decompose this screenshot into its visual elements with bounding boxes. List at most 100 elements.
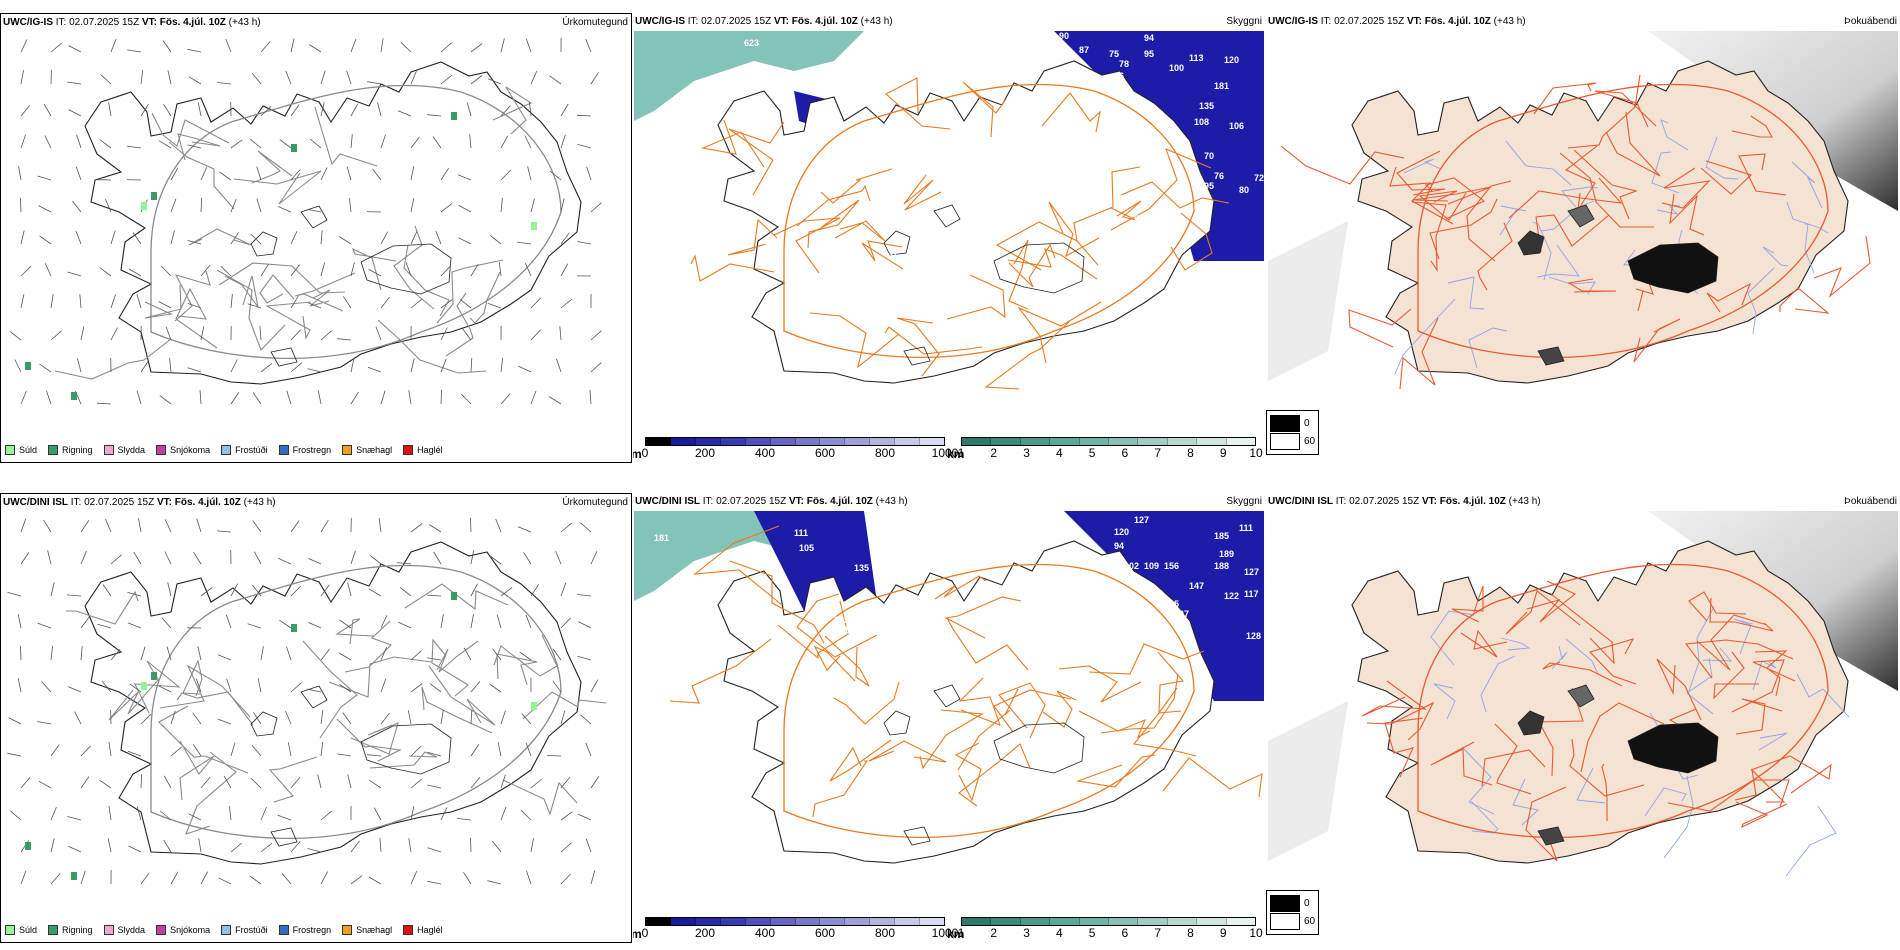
colorbar-segment [1167, 438, 1198, 445]
wind-barb [498, 262, 502, 277]
wind-barb [230, 294, 233, 309]
wind-barb [440, 265, 451, 277]
glacier-fog [1567, 684, 1595, 708]
wind-barb [459, 298, 472, 309]
wind-barb [590, 202, 602, 213]
panel-header: UWC/IG-IS IT: 02.07.2025 15Z VT: Fös. 4.… [1268, 16, 1526, 27]
legend-swatch [156, 925, 167, 935]
wind-barb [518, 365, 532, 373]
glacier-outline [883, 710, 911, 736]
wind-barb [530, 198, 535, 213]
wind-barb [285, 70, 292, 85]
wind-barb [164, 519, 172, 533]
legend-swatch [278, 925, 289, 935]
wind-barb [170, 710, 176, 725]
precip-cell [141, 682, 147, 690]
wind-barb [250, 777, 262, 789]
fog-indicator-panel-igis: UWC/IG-IS IT: 02.07.2025 15Z VT: Fös. 4.… [1266, 13, 1900, 463]
wind-barb [41, 681, 52, 693]
precip-cells [25, 112, 537, 400]
wind-barb [458, 237, 472, 245]
wind-barb [530, 778, 543, 789]
wind-barb [470, 614, 474, 629]
road-network [669, 525, 1263, 839]
wind-barb [590, 776, 600, 789]
wind-barb [440, 203, 453, 213]
wind-barb [440, 807, 448, 821]
legend-item: Snæhagl [342, 445, 392, 455]
lead-time: (+43 h) [228, 17, 261, 28]
wind-barb [380, 38, 384, 53]
wind-barb [560, 263, 569, 277]
colorbar-tick: 9 [1219, 926, 1227, 940]
colorbar-strip [961, 437, 1256, 446]
wind-barb [197, 102, 202, 117]
legend-item: Haglél [403, 445, 443, 455]
wind-barb [470, 837, 472, 853]
wind-barb [80, 745, 91, 757]
precip-cell [531, 702, 537, 710]
it-label: IT: [1335, 496, 1347, 507]
wind-barb [20, 230, 25, 245]
iceland-map [1268, 511, 1898, 921]
wind-barb [140, 773, 143, 789]
legend-label: Slydda [117, 445, 146, 455]
wind-barb [500, 38, 505, 53]
legend-label: Rigning [62, 445, 93, 455]
lead-time: (+43 h) [860, 16, 893, 27]
ceiling-label: 188 [1214, 561, 1229, 571]
glacier-fog [1537, 826, 1565, 846]
wind-barb [72, 200, 82, 213]
legend-label: Frostregn [292, 925, 332, 935]
ceiling-label: 103 [864, 613, 879, 623]
wind-barb [435, 230, 442, 245]
wind-barb [427, 114, 442, 117]
wind-barb [110, 649, 121, 661]
wind-barb [380, 615, 388, 629]
colorbar-segment [920, 918, 945, 925]
ceiling-label: 99 [1044, 35, 1054, 45]
wind-barb [399, 586, 412, 597]
colorbar-tick: 3 [1023, 926, 1030, 940]
legend-label: Snæhagl [356, 445, 393, 455]
precip-cells [25, 592, 537, 880]
wind-barb [491, 840, 502, 853]
wind-barb [127, 592, 142, 597]
legend-label: Snæhagl [356, 925, 393, 935]
colorbar-tick: 400 [754, 926, 776, 940]
wind-barb [410, 871, 418, 885]
wind-barb [517, 526, 532, 533]
wind-barb [277, 206, 292, 213]
precip-type-panel-dini: UWC/DINI ISL IT: 02.07.2025 15Z VT: Fös.… [0, 493, 632, 943]
vt-value: Fös. 4.júl. 10Z [174, 497, 241, 508]
wind-barb [470, 75, 483, 85]
wind-barb [586, 166, 592, 181]
wind-barb [252, 584, 262, 597]
wind-barb [548, 396, 562, 405]
wind-barb [285, 710, 292, 725]
wind-barb [320, 167, 328, 181]
wind-barb [66, 594, 82, 597]
wind-barb [560, 842, 572, 853]
panel-title: Þokuábendi [1844, 16, 1897, 27]
wind-barb [367, 366, 382, 373]
ceiling-label: 78 [1119, 59, 1129, 69]
precip-type-panel-igis: UWC/IG-IS IT: 02.07.2025 15Z VT: Fös. 4.… [0, 13, 632, 463]
vt-label: VT: [773, 16, 789, 27]
precip-cell [25, 842, 31, 850]
wind-barb [440, 614, 444, 629]
wind-barb [230, 742, 236, 757]
wind-barb [368, 269, 382, 277]
wind-barb [20, 39, 28, 53]
legend-swatch [103, 445, 114, 455]
wind-barb [110, 554, 122, 565]
wind-barb [427, 880, 442, 885]
glacier-outline [903, 346, 931, 366]
glacier-outline [270, 827, 298, 847]
wind-barb [470, 43, 483, 53]
colorbar-segment [670, 438, 696, 445]
wind-barb [380, 390, 386, 405]
wind-barb [216, 530, 232, 533]
legend-item: Snjókoma [156, 925, 210, 935]
colorbar-segment [770, 918, 796, 925]
